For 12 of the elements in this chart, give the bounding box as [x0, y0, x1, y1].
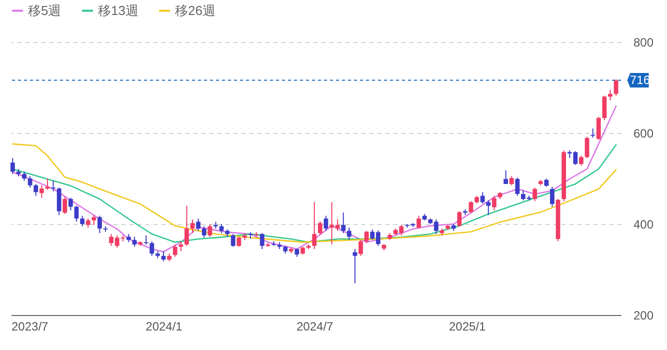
y-tick-label: 400	[634, 218, 654, 232]
legend-label: 移13週	[98, 2, 138, 18]
y-tick-label: 200	[634, 308, 654, 322]
x-tick-label: 2024/7	[296, 320, 334, 334]
y-tick-label: 800	[634, 36, 654, 50]
x-tick-label: 2023/7	[12, 320, 49, 334]
legend-label: 移5週	[28, 2, 62, 18]
ref-line-label: 716	[630, 73, 650, 88]
x-tick-label: 2025/1	[448, 320, 486, 334]
y-tick-label: 600	[634, 126, 654, 140]
legend-label: 移26週	[175, 2, 216, 18]
x-tick-label: 2024/1	[146, 320, 183, 334]
